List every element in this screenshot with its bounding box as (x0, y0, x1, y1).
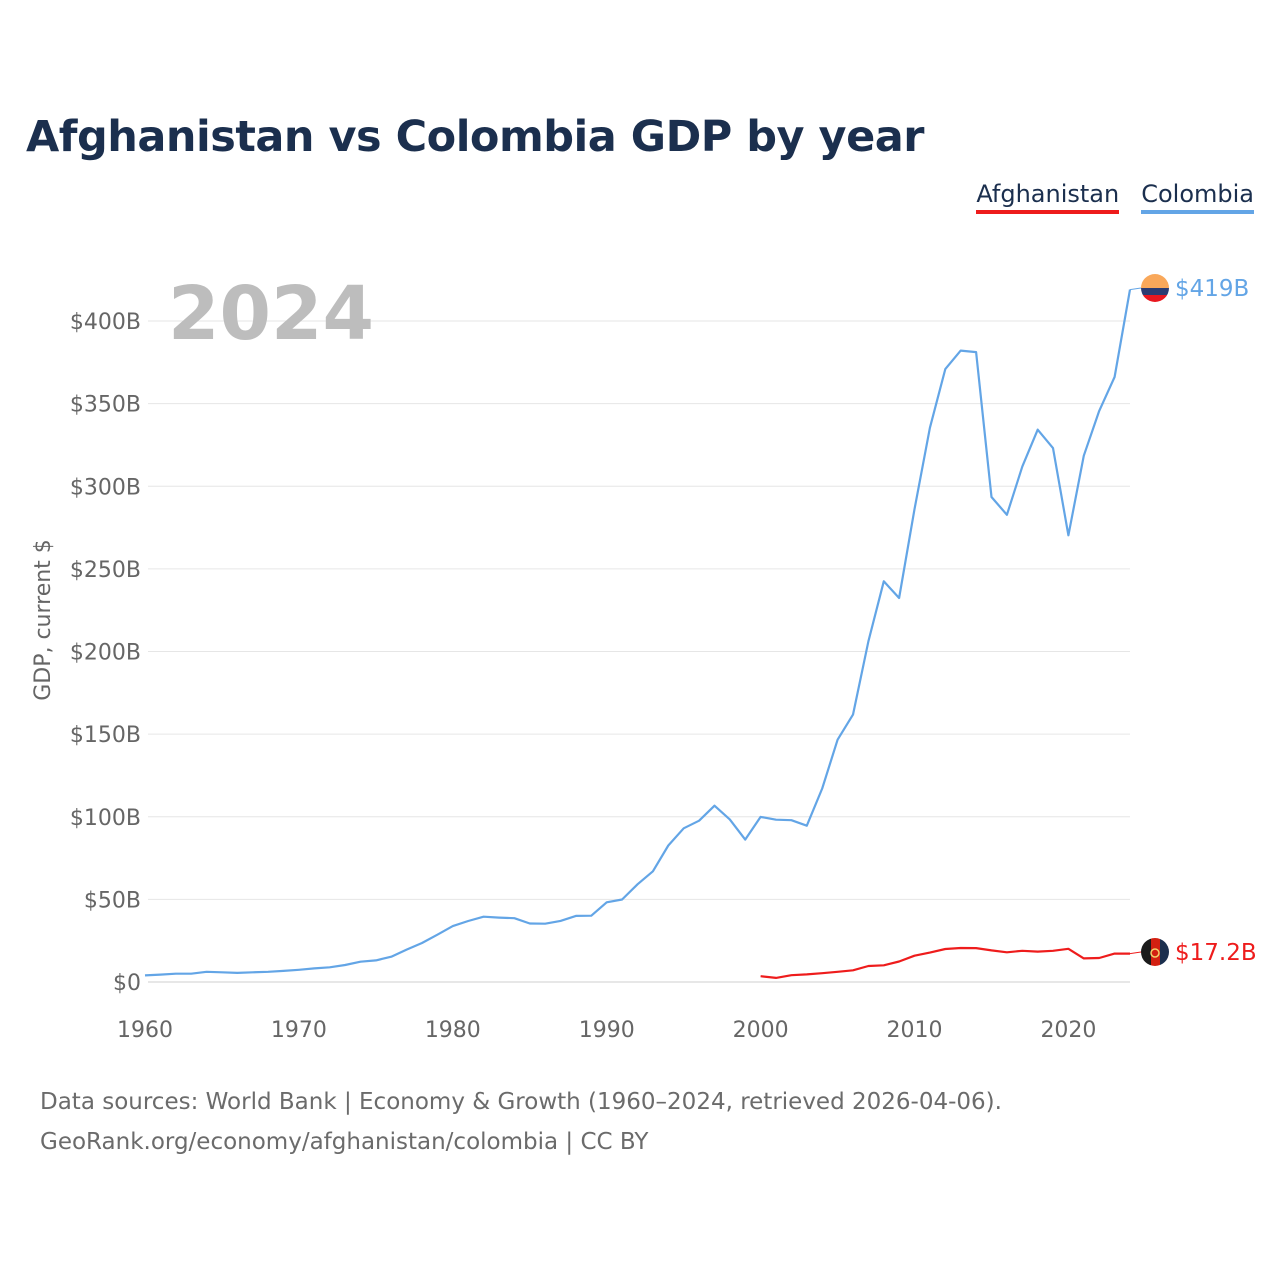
x-axis-ticks: 1960 1970 1980 1990 2000 2010 2020 (117, 1018, 1096, 1043)
footer-link[interactable]: GeoRank.org/economy/afghanistan/colombia… (40, 1129, 649, 1155)
colombia-flag-icon (1141, 274, 1169, 302)
series-line-afghanistan[interactable] (760, 946, 1130, 980)
x-tick-label: 1990 (579, 1018, 635, 1043)
y-axis-ticks: $0 $50B $100B $150B $200B $250B $300B $350B $400… (70, 310, 141, 996)
y-tick-label: $250B (70, 558, 141, 583)
grid-lines (148, 320, 1130, 983)
footer: Data sources: World Bank | Economy & Gro… (40, 1082, 1002, 1162)
y-tick-label: $400B (70, 310, 141, 335)
y-tick-label: $100B (70, 806, 141, 831)
x-tick-label: 2000 (733, 1018, 789, 1043)
afghanistan-end-value: $17.2B (1175, 940, 1257, 966)
y-tick-label: $50B (84, 888, 141, 913)
y-tick-label: $0 (113, 971, 141, 996)
x-tick-label: 2010 (887, 1018, 943, 1043)
chart-title: Afghanistan vs Colombia GDP by year (26, 112, 924, 162)
year-label: 2024 (168, 271, 374, 357)
x-tick-label: 1960 (117, 1018, 173, 1043)
y-tick-label: $300B (70, 475, 141, 500)
y-axis-label: GDP, current $ (31, 539, 56, 701)
legend-item-afghanistan[interactable]: Afghanistan (976, 180, 1120, 214)
colombia-end-value: $419B (1175, 276, 1249, 302)
footer-source: Data sources: World Bank | Economy & Gro… (40, 1089, 1002, 1115)
afghanistan-flag-icon (1141, 938, 1169, 966)
x-tick-label: 1980 (425, 1018, 481, 1043)
series-line-colombia[interactable] (144, 289, 1132, 977)
legend-item-colombia[interactable]: Colombia (1141, 180, 1254, 214)
x-tick-label: 1970 (271, 1018, 327, 1043)
y-tick-label: $350B (70, 393, 141, 418)
chart-legend: Afghanistan Colombia (976, 180, 1254, 214)
y-tick-label: $200B (70, 641, 141, 666)
end-connector-colombia (1129, 287, 1142, 291)
x-tick-label: 2020 (1040, 1018, 1096, 1043)
y-tick-label: $150B (70, 723, 141, 748)
series-lines (144, 287, 1142, 980)
end-connector-afghanistan (1129, 951, 1142, 955)
